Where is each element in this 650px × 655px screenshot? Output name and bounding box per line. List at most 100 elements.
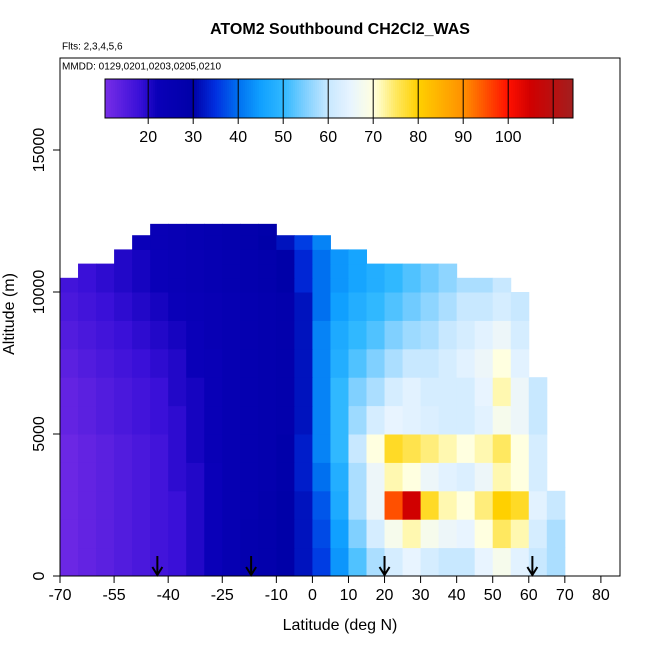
- heat-cell: [492, 277, 512, 293]
- heat-cell: [366, 277, 386, 293]
- heat-cell: [96, 320, 115, 350]
- colorbar-strip: [357, 79, 360, 118]
- heat-cell: [114, 490, 133, 520]
- colorbar-strip: [495, 79, 498, 118]
- colorbar-strip: [497, 79, 500, 118]
- heat-cell: [294, 519, 313, 549]
- heat-cell: [276, 377, 295, 407]
- colorbar-strip: [157, 79, 160, 118]
- colorbar-strip: [509, 79, 512, 118]
- heat-cell: [168, 277, 187, 293]
- colorbar-strip: [143, 79, 146, 118]
- heat-cell: [330, 320, 349, 350]
- heat-cell: [276, 249, 295, 265]
- heat-cell: [402, 462, 422, 492]
- colorbar-strip: [253, 79, 256, 118]
- heat-cell: [132, 462, 151, 492]
- colorbar-strip: [545, 79, 548, 118]
- colorbar-strip: [251, 79, 254, 118]
- x-tick-label: 60: [520, 587, 538, 604]
- heat-cell: [258, 292, 277, 321]
- heat-cell: [420, 434, 440, 463]
- heat-cell: [474, 547, 494, 577]
- heat-cell: [222, 263, 241, 279]
- heat-cell: [132, 263, 151, 279]
- colorbar-strip: [405, 79, 408, 118]
- heat-cell: [312, 235, 331, 250]
- colorbar-strip: [543, 79, 546, 118]
- heat-cell: [528, 490, 548, 520]
- colorbar-tick-label: 30: [184, 129, 202, 146]
- colorbar-strip: [389, 79, 392, 118]
- heat-cell: [384, 263, 404, 279]
- heat-cell: [294, 277, 313, 293]
- x-tick-label: -70: [48, 587, 71, 604]
- heat-cell: [78, 462, 97, 492]
- colorbar-strip: [193, 79, 196, 118]
- heat-cell: [258, 249, 277, 265]
- colorbar-strip: [133, 79, 136, 118]
- colorbar-strip: [271, 79, 274, 118]
- heat-cell: [240, 277, 259, 293]
- x-axis-label: Latitude (deg N): [283, 617, 398, 634]
- heat-cell: [528, 547, 548, 577]
- y-tick-label: 10000: [31, 270, 48, 315]
- heat-cell: [348, 490, 368, 520]
- colorbar-strip: [315, 79, 318, 118]
- heat-cell: [402, 292, 422, 321]
- heat-cell: [330, 277, 349, 293]
- heat-cell: [204, 292, 223, 321]
- heat-cell: [492, 320, 512, 350]
- colorbar-strip: [259, 79, 262, 118]
- colorbar-strip: [255, 79, 258, 118]
- colorbar-strip: [451, 79, 454, 118]
- colorbar-strip: [299, 79, 302, 118]
- heat-cell: [294, 348, 313, 378]
- heat-cell: [276, 292, 295, 321]
- heat-cell: [366, 405, 386, 435]
- heat-cell: [294, 377, 313, 407]
- heat-cell: [168, 547, 187, 577]
- colorbar-strip: [107, 79, 110, 118]
- heat-cell: [294, 292, 313, 321]
- heat-cell: [258, 263, 277, 279]
- heat-cell: [168, 462, 187, 492]
- heat-cell: [312, 277, 331, 293]
- heat-cell: [132, 405, 151, 435]
- heat-cell: [366, 434, 386, 463]
- heat-cell: [294, 547, 313, 577]
- heat-cell: [366, 263, 386, 279]
- heat-cell: [60, 490, 79, 520]
- colorbar-strip: [427, 79, 430, 118]
- heat-cell: [114, 348, 133, 378]
- heat-cell: [276, 547, 295, 577]
- colorbar-strip: [489, 79, 492, 118]
- colorbar-strip: [391, 79, 394, 118]
- colorbar-strip: [557, 79, 560, 118]
- heat-cell: [240, 405, 259, 435]
- heat-cell: [276, 405, 295, 435]
- colorbar-strip: [551, 79, 554, 118]
- colorbar-strip: [313, 79, 316, 118]
- colorbar-strip: [423, 79, 426, 118]
- x-tick-label: 70: [556, 587, 574, 604]
- colorbar-strip: [439, 79, 442, 118]
- heat-cell: [474, 277, 494, 293]
- heat-cell: [96, 490, 115, 520]
- colorbar-strip: [569, 79, 572, 118]
- colorbar-strip: [365, 79, 368, 118]
- colorbar-strip: [401, 79, 404, 118]
- heat-cell: [510, 462, 530, 492]
- heat-cell: [78, 292, 97, 321]
- x-tick-label: -40: [157, 587, 180, 604]
- colorbar-strip: [307, 79, 310, 118]
- heat-cell: [240, 490, 259, 520]
- colorbar-strip: [335, 79, 338, 118]
- heat-cell: [204, 405, 223, 435]
- colorbar-tick-label: 50: [274, 129, 292, 146]
- heat-cell: [150, 292, 169, 321]
- colorbar-strip: [481, 79, 484, 118]
- heat-cell: [276, 462, 295, 492]
- colorbar-strip: [541, 79, 544, 118]
- heat-cell: [186, 320, 205, 350]
